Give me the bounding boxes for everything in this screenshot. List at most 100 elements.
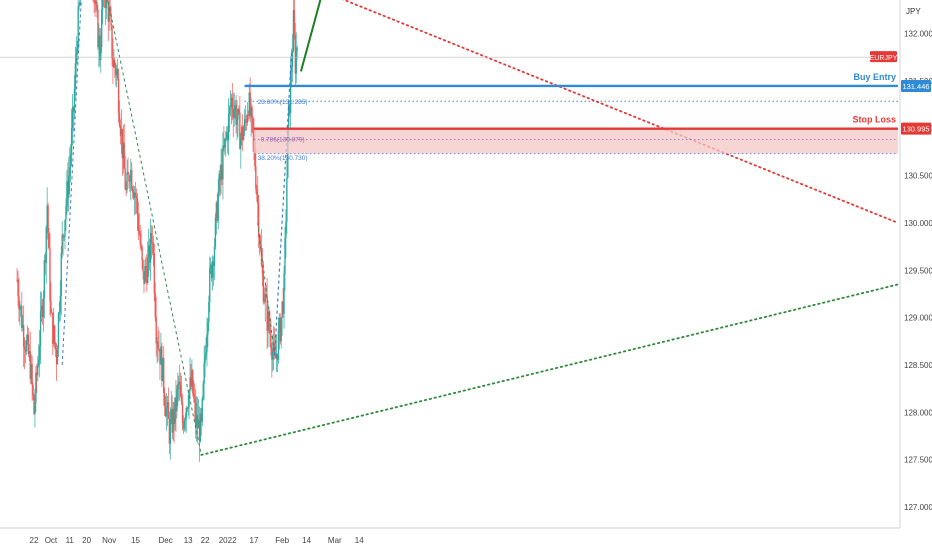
- candle-body: [46, 205, 48, 228]
- x-tick-label: Feb: [275, 536, 289, 545]
- candle-body: [228, 107, 231, 115]
- candle-body: [168, 418, 171, 444]
- candle-body: [257, 194, 259, 204]
- candle-body: [65, 205, 67, 220]
- candle-body: [145, 265, 147, 271]
- candle-body: [173, 408, 175, 424]
- candle-body: [190, 377, 192, 387]
- candle-body: [183, 420, 186, 429]
- candle-body: [154, 293, 156, 317]
- swing-diagonal: [257, 222, 276, 356]
- candle-body: [161, 346, 163, 381]
- candle-body: [188, 390, 190, 407]
- candle-body: [69, 167, 71, 176]
- candle-body: [27, 334, 30, 354]
- candle-body: [191, 370, 193, 387]
- candle-body: [144, 265, 146, 284]
- candle-body: [127, 172, 129, 175]
- candle-body: [216, 202, 218, 221]
- candle-body: [170, 409, 172, 420]
- candle-body: [96, 1, 98, 10]
- x-tick-label: 14: [302, 536, 311, 545]
- candle-body: [284, 237, 286, 274]
- fib-swing-line: [274, 52, 293, 356]
- candle-body: [163, 357, 165, 393]
- candle-body: [203, 362, 205, 384]
- candle-body: [119, 125, 122, 136]
- candle-body: [73, 88, 76, 112]
- candle-body: [61, 234, 63, 253]
- candle-body: [37, 364, 39, 376]
- candle-body: [95, 1, 97, 4]
- candle-body: [142, 260, 144, 272]
- candle-body: [166, 402, 169, 408]
- candle-body: [98, 35, 100, 48]
- candle-body: [138, 231, 140, 234]
- candle-body: [248, 92, 250, 116]
- candle-body: [26, 334, 29, 341]
- support-trendline: [200, 283, 899, 456]
- candle-body: [205, 352, 207, 357]
- candle-body: [126, 172, 128, 191]
- candle-body: [21, 306, 23, 328]
- y-tick-label: 127.500: [904, 456, 932, 465]
- candle-body: [123, 142, 125, 169]
- candle-body: [152, 243, 155, 254]
- candle-body: [263, 301, 265, 303]
- candle-body: [181, 402, 184, 423]
- candle-body: [47, 205, 49, 234]
- candle-body: [172, 408, 174, 433]
- y-tick-label: 129.000: [904, 314, 932, 323]
- y-tick-label: 130.000: [904, 219, 932, 228]
- candle-body: [108, 6, 110, 22]
- candle-body: [57, 313, 60, 349]
- candle-body: [292, 10, 295, 51]
- x-tick-label: 14: [355, 536, 364, 545]
- candle-body: [18, 296, 20, 310]
- candle-body: [225, 138, 227, 139]
- candle-body: [245, 119, 248, 123]
- candle-body: [266, 297, 268, 331]
- candle-body: [275, 353, 278, 359]
- candle-body: [201, 398, 203, 422]
- candle-body: [226, 132, 228, 139]
- candle-body: [42, 298, 45, 318]
- candle-body: [238, 109, 240, 113]
- candle-body: [230, 97, 233, 107]
- candle-body: [200, 413, 203, 422]
- candle-body: [100, 47, 102, 60]
- candle-body: [229, 106, 232, 108]
- candle-body: [227, 114, 230, 141]
- currency-label: JPY: [906, 7, 921, 16]
- candle-body: [63, 236, 65, 238]
- candle-body: [164, 405, 167, 417]
- candle-body: [77, 6, 79, 49]
- candle-body: [171, 409, 173, 433]
- candle-body: [179, 381, 181, 386]
- candle-body: [202, 383, 204, 399]
- candle-body: [122, 142, 124, 159]
- candle-body: [274, 354, 277, 359]
- candle-body: [291, 50, 294, 67]
- candle-body: [270, 334, 272, 349]
- candle-body: [241, 126, 244, 140]
- candle-body: [289, 71, 292, 113]
- candle-body: [283, 273, 285, 314]
- candle-body: [132, 189, 134, 193]
- candle-body: [265, 293, 267, 298]
- candle-body: [218, 173, 220, 192]
- candle-body: [273, 343, 275, 352]
- buy-entry-label: Buy Entry: [853, 72, 896, 82]
- candle-body: [260, 248, 263, 266]
- candle-body: [36, 372, 38, 376]
- stop-loss-tag-bg: [901, 122, 931, 135]
- fib-label: 23.60%(131.285): [258, 99, 308, 106]
- candle-body: [70, 128, 73, 155]
- candle-body: [22, 325, 24, 328]
- candle-body: [185, 408, 187, 419]
- candle-body: [58, 311, 61, 314]
- x-tick-label: Nov: [102, 536, 116, 545]
